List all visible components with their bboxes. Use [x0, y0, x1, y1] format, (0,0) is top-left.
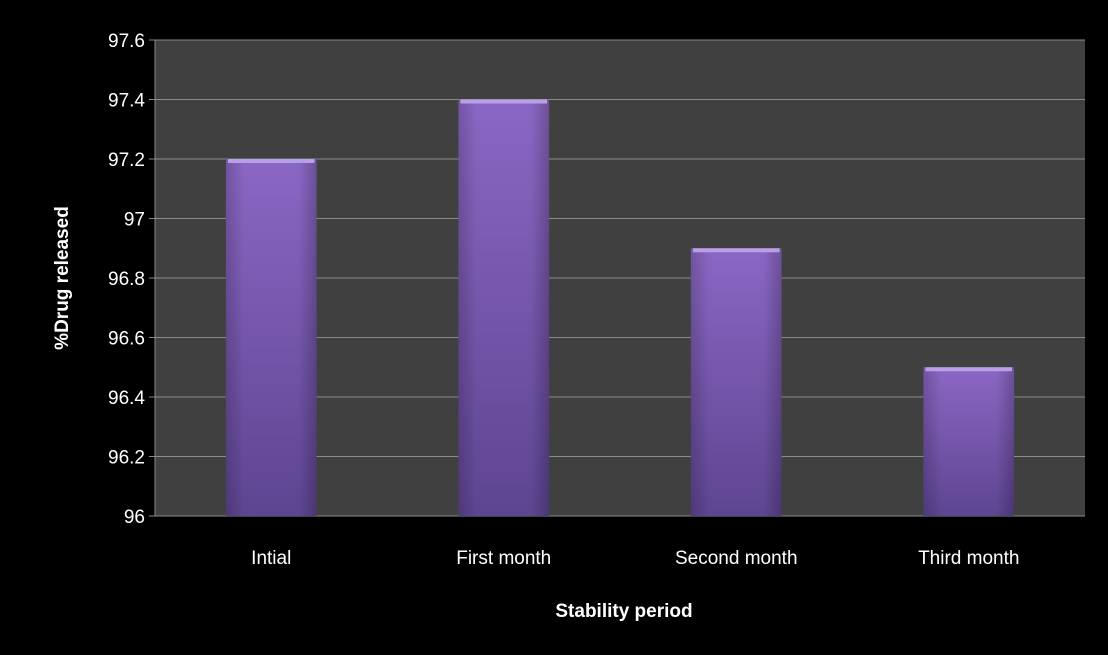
x-category-label: First month: [456, 548, 551, 569]
y-tick-label: 96: [124, 507, 145, 528]
y-tick-label: 96.8: [108, 269, 145, 290]
y-axis-title: %Drug released: [52, 206, 73, 350]
y-tick-label: 96.6: [108, 329, 145, 350]
bar: [225, 159, 317, 516]
bar: [923, 367, 1015, 516]
y-tick-label: 96.2: [108, 448, 145, 469]
x-category-labels: Intial First month Second month Third month: [251, 548, 1019, 569]
bar-shade: [923, 367, 1015, 516]
y-tick-label: 97.2: [108, 150, 145, 171]
x-axis-title: Stability period: [555, 601, 692, 622]
y-tick-label: 97.4: [108, 91, 145, 112]
bar: [690, 248, 782, 516]
bar-highlight: [925, 367, 1013, 372]
y-tick-label: 97: [124, 210, 145, 231]
bar-shade: [458, 99, 550, 516]
bars: [225, 99, 1015, 516]
bar-highlight: [227, 159, 315, 163]
y-tick-label: 96.4: [108, 388, 145, 409]
y-tick-label: 97.6: [108, 31, 145, 52]
bar-shade: [690, 248, 782, 516]
y-tick-labels: 96 96.2 96.4 96.6 96.8 97 97.2 97.4 97.6: [108, 31, 145, 528]
x-category-label: Intial: [251, 548, 291, 569]
bar-shade: [225, 159, 317, 516]
bar-highlight: [460, 99, 548, 104]
bar-highlight: [692, 248, 780, 253]
x-category-label: Third month: [918, 548, 1019, 569]
x-category-label: Second month: [675, 548, 798, 569]
bar: [458, 99, 550, 516]
